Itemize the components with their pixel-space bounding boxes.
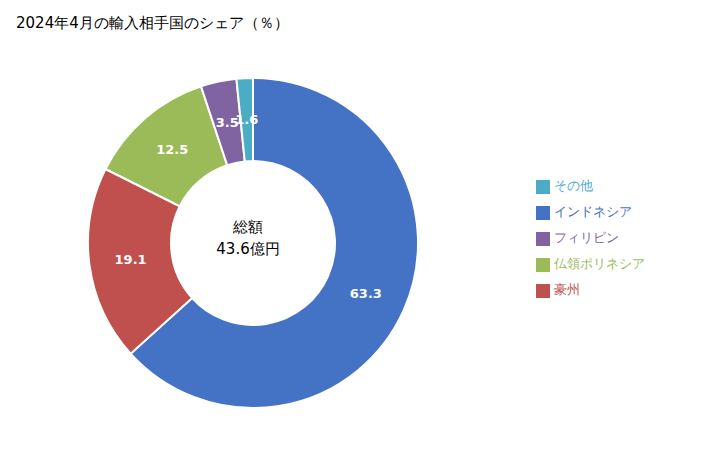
html-text:仏領ポリネシア: 仏領ポリネシア	[554, 256, 645, 271]
html-text:インドネシア: インドネシア	[554, 204, 632, 219]
svg-text:12.5: 12.5	[156, 142, 188, 157]
svg-text:3.5: 3.5	[215, 114, 239, 130]
html-text:2024年4月の輸入相手国のシェア（％）: 2024年4月の輸入相手国のシェア（％）	[16, 14, 289, 32]
svg-text:63.3: 63.3	[350, 286, 382, 301]
svg-text:1.6: 1.6	[235, 112, 258, 127]
html-text:その他: その他	[554, 178, 593, 193]
html-text:フィリピン: フィリピン	[554, 230, 619, 245]
html-text:43.6億円: 43.6億円	[216, 240, 280, 258]
html-text:豪州: 豪州	[554, 282, 580, 297]
svg-text:19.1: 19.1	[115, 252, 147, 267]
html-text:総額: 総額	[233, 218, 263, 236]
